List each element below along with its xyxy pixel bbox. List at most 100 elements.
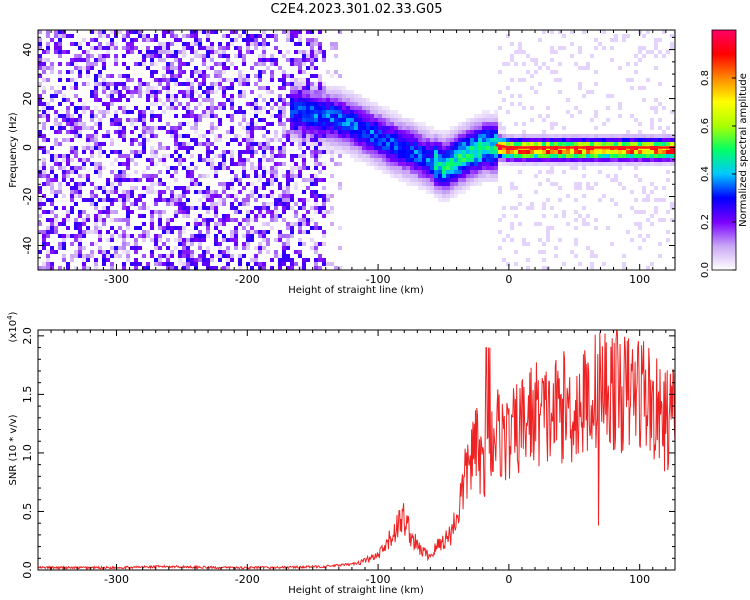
spectrogram-cell (390, 146, 394, 150)
spectrogram-cell (118, 246, 122, 250)
spectrogram-cell (622, 266, 626, 270)
spectrogram-cell (230, 62, 234, 66)
spectrogram-cell (134, 138, 138, 142)
spectrogram-cell (254, 82, 258, 86)
spectrogram-cell (226, 182, 230, 186)
spectrogram-cell (70, 258, 74, 262)
spectrogram-cell (326, 194, 330, 198)
spectrogram-cell (174, 114, 178, 118)
spectrogram-cell (310, 30, 314, 34)
spectrogram-cell (334, 42, 338, 46)
spectrogram-cell (562, 126, 566, 130)
spectrogram-cell (398, 114, 402, 118)
spectrogram-cell (94, 106, 98, 110)
spectrogram-cell (186, 82, 190, 86)
spectrogram-cell (438, 182, 442, 186)
spectrogram-cell (106, 198, 110, 202)
spectrogram-cell (282, 126, 286, 130)
spectrogram-cell (46, 58, 50, 62)
spectrogram-cell (206, 162, 210, 166)
spectrogram-cell (282, 130, 286, 134)
spectrogram-cell (190, 30, 194, 34)
spectrogram-cell (398, 146, 402, 150)
spectrogram-cell (114, 230, 118, 234)
spectrogram-cell (582, 134, 586, 138)
spectrogram-cell (198, 114, 202, 118)
spectrogram-cell (146, 230, 150, 234)
spectrogram-cell (158, 246, 162, 250)
spectrogram-cell (102, 134, 106, 138)
spectrogram-cell (106, 190, 110, 194)
snr-frame (37, 329, 676, 571)
spectrogram-cell (398, 170, 402, 174)
spectrogram-cell (74, 166, 78, 170)
spectrogram-cell (58, 162, 62, 166)
spectrogram-cell (546, 234, 550, 238)
spectrogram-cell (450, 182, 454, 186)
spectrogram-cell (378, 154, 382, 158)
spectrogram-cell (258, 146, 262, 150)
spectrogram-cell (386, 126, 390, 130)
spectrogram-cell (182, 42, 186, 46)
spectrogram-cell (298, 82, 302, 86)
spectrogram-cell (478, 170, 482, 174)
spectrogram-cell (438, 170, 442, 174)
spectrogram-cell (630, 142, 634, 146)
spectrogram-cell (274, 102, 278, 106)
spectrogram-cell (142, 222, 146, 226)
spectrogram-cell (142, 142, 146, 146)
spectrogram-cell (162, 254, 166, 258)
spectrogram-cell (302, 206, 306, 210)
spectrogram-cell (78, 54, 82, 58)
spectrogram-cell (94, 194, 98, 198)
spectrogram-cell (98, 122, 102, 126)
spectrogram-cell (642, 186, 646, 190)
spectrogram-cell (162, 58, 166, 62)
spectrogram-cell (342, 146, 346, 150)
spectrogram-cell (226, 42, 230, 46)
spectrogram-cell (90, 62, 94, 66)
spectrogram-cell (78, 190, 82, 194)
spectrogram-cell (554, 70, 558, 74)
spectrogram-cell (606, 154, 610, 158)
spectrogram-cell (154, 134, 158, 138)
spectrogram-cell (278, 106, 282, 110)
spectrogram-cell (182, 210, 186, 214)
spectrogram-cell (158, 198, 162, 202)
spectrogram-cell (294, 82, 298, 86)
spectrogram-cell (658, 198, 662, 202)
spectrogram-cell (462, 154, 466, 158)
spectrogram-cell (250, 126, 254, 130)
spectrogram-cell (282, 134, 286, 138)
spectrogram-cell (562, 154, 566, 158)
spectrogram-cell (222, 186, 226, 190)
spectrogram-cell (490, 130, 494, 134)
spectrogram-cell (38, 54, 42, 58)
spectrogram-cell (662, 134, 666, 138)
spectrogram-cell (202, 54, 206, 58)
spectrogram-cell (318, 90, 322, 94)
spectrogram-cell (418, 186, 422, 190)
spectrogram-cell (238, 46, 242, 50)
spectrogram-cell (98, 230, 102, 234)
spectrogram-cell (230, 258, 234, 262)
spectrogram-cell (418, 146, 422, 150)
spectrogram-cell (198, 74, 202, 78)
spectrogram-cell (38, 250, 42, 254)
spectrogram-cell (670, 134, 674, 138)
spectrogram-cell (438, 178, 442, 182)
spectrogram-cell (142, 122, 146, 126)
spectrogram-cell (178, 262, 182, 266)
spectrogram-cell (290, 90, 294, 94)
spectrogram-cell (250, 238, 254, 242)
spectrogram-cell (102, 58, 106, 62)
spectrogram-cell (666, 50, 670, 54)
spectrogram-cell (430, 170, 434, 174)
spectrogram-cell (582, 66, 586, 70)
spectrogram-cell (110, 122, 114, 126)
spectrogram-cell (190, 50, 194, 54)
spectrogram-cell (214, 210, 218, 214)
spectrogram-cell (74, 218, 78, 222)
spectrogram-cell (194, 50, 198, 54)
spectrogram-cell (446, 158, 450, 162)
